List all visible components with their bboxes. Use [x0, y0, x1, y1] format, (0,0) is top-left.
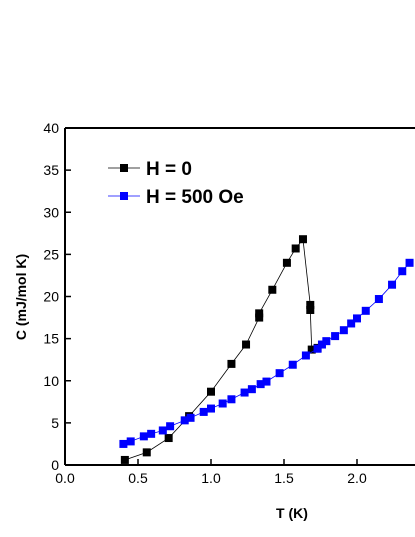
point — [322, 337, 331, 346]
point — [317, 340, 326, 349]
y-tick-label: 30 — [43, 204, 59, 220]
point — [207, 404, 215, 413]
legend-marker — [120, 164, 128, 172]
series-line — [123, 262, 410, 445]
x-tick-label: 0.5 — [128, 470, 148, 486]
point — [398, 267, 407, 276]
point — [207, 387, 215, 396]
point — [388, 280, 397, 289]
point — [120, 455, 129, 464]
point — [347, 319, 356, 328]
point — [307, 345, 316, 354]
point — [405, 258, 414, 267]
legend-label: H = 0 — [146, 159, 192, 180]
x-axis-label: T (K) — [276, 505, 308, 521]
point — [166, 422, 175, 431]
point — [242, 340, 251, 349]
point — [119, 439, 128, 448]
x-tick-label: 1.5 — [274, 470, 294, 486]
point — [247, 385, 256, 394]
point — [361, 306, 370, 315]
point — [291, 244, 300, 253]
point — [142, 448, 151, 457]
point — [139, 432, 148, 441]
point — [306, 305, 315, 314]
x-tick-label: 2.0 — [347, 470, 367, 486]
point — [298, 235, 307, 244]
point — [268, 285, 277, 294]
y-axis-label: C (mJ/mol K) — [13, 254, 29, 340]
legend-marker — [120, 192, 128, 200]
point — [218, 399, 227, 408]
point — [158, 426, 167, 435]
point — [199, 407, 208, 416]
point — [126, 437, 135, 446]
point — [255, 309, 264, 318]
y-tick-label: 20 — [43, 289, 59, 305]
point — [262, 377, 271, 386]
point — [339, 326, 348, 335]
point — [353, 314, 361, 323]
point — [331, 332, 340, 341]
point — [186, 413, 195, 422]
point — [180, 416, 189, 425]
point — [374, 295, 383, 304]
point — [313, 344, 322, 353]
y-tick-label: 5 — [51, 415, 59, 431]
x-tick-label: 0.0 — [55, 470, 75, 486]
y-tick-label: 25 — [43, 246, 59, 262]
y-tick-label: 10 — [43, 373, 59, 389]
series-line — [124, 238, 318, 461]
legend-label: H = 500 Oe — [146, 187, 244, 208]
point — [240, 388, 249, 397]
point — [306, 300, 315, 309]
point — [227, 395, 236, 404]
point — [275, 369, 284, 378]
y-tick-label: 0 — [51, 457, 59, 473]
point — [227, 359, 236, 368]
x-tick-label: 1.0 — [201, 470, 221, 486]
point — [147, 429, 156, 438]
point — [288, 360, 297, 369]
point — [301, 351, 310, 360]
point — [256, 380, 265, 389]
point — [164, 434, 173, 443]
y-tick-label: 35 — [43, 162, 59, 178]
point — [282, 258, 291, 267]
y-tick-label: 15 — [43, 331, 59, 347]
y-tick-label: 40 — [43, 120, 59, 136]
point — [255, 313, 264, 322]
